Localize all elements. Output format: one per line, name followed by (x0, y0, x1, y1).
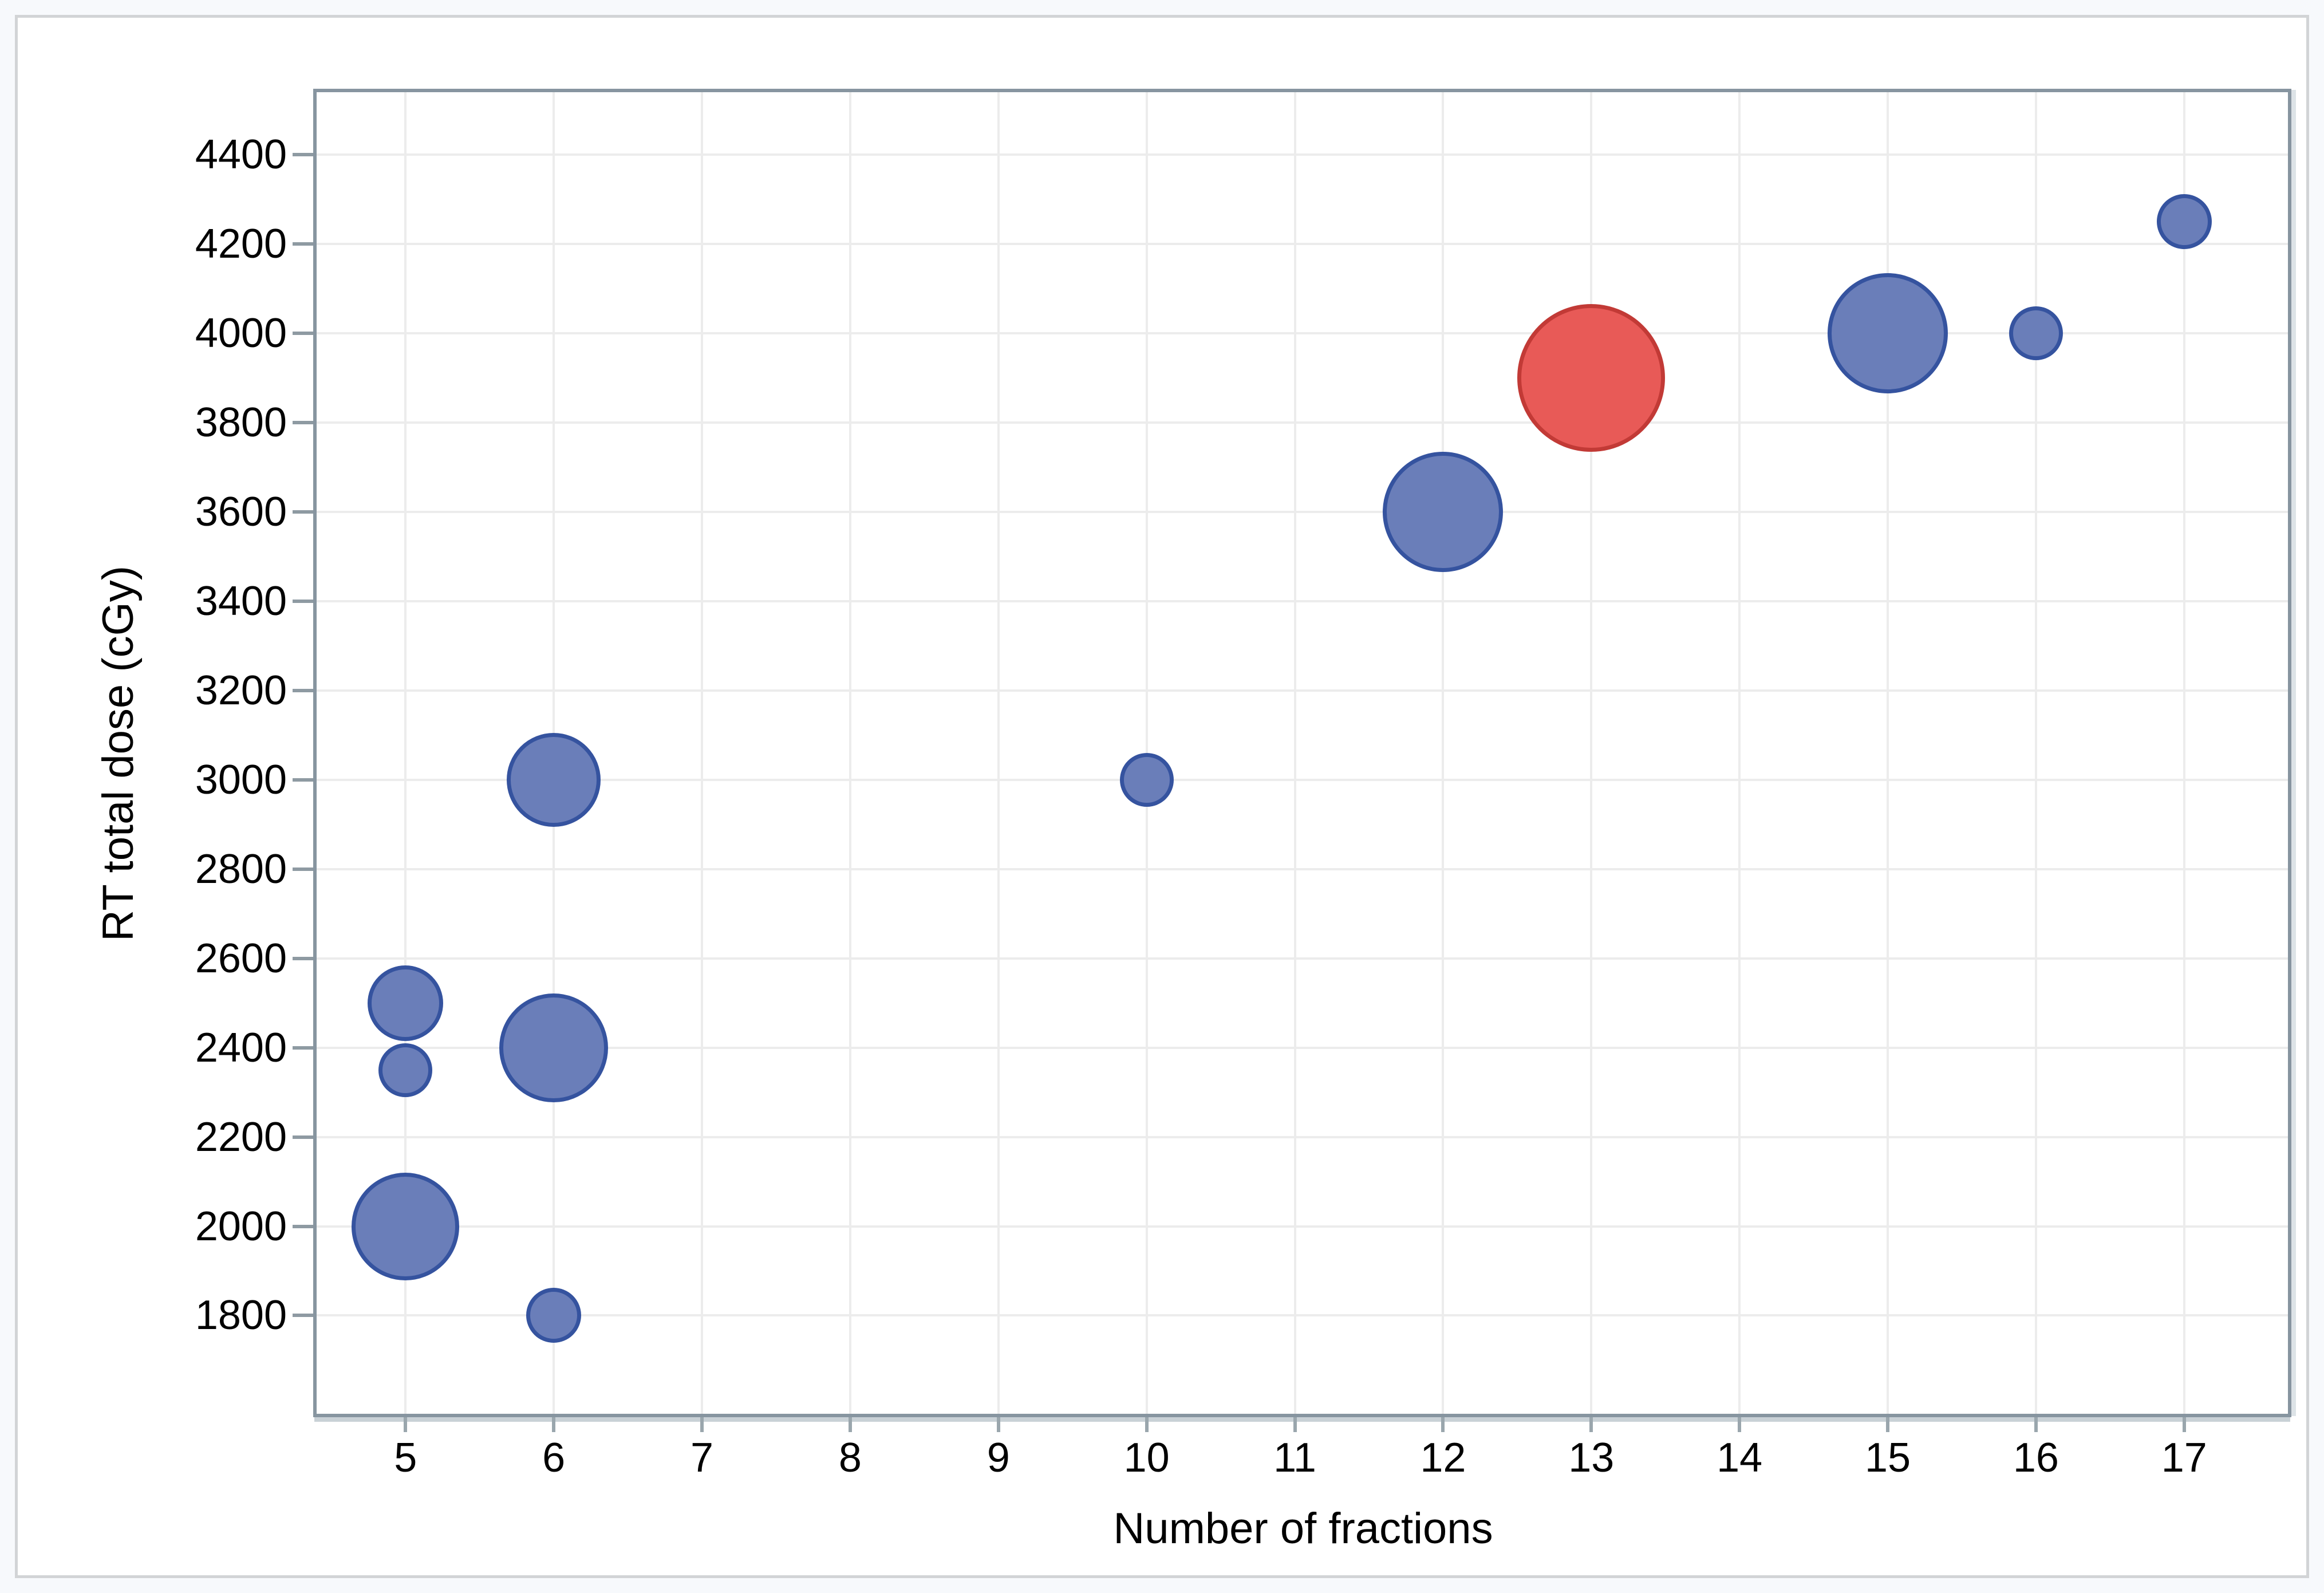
gridline-vertical (849, 92, 851, 1414)
x-axis-tick-label: 5 (394, 1435, 417, 1481)
y-axis-tick (293, 242, 313, 246)
bubble-point-x16-y4000 (2009, 306, 2063, 361)
bubble-point-x6-y3000 (507, 732, 601, 827)
x-axis-tick-label: 17 (2161, 1435, 2207, 1481)
y-axis-tick (293, 1224, 313, 1228)
x-axis-tick (1886, 1417, 1890, 1432)
gridline-vertical (1293, 92, 1296, 1414)
x-axis-title: Number of fractions (1113, 1504, 1493, 1553)
y-axis-tick-label: 1800 (195, 1292, 287, 1339)
x-axis-tick-label: 16 (2013, 1435, 2059, 1481)
x-axis-tick (2182, 1417, 2186, 1432)
gridline-horizontal (317, 332, 2288, 335)
gridline-vertical (1590, 92, 1593, 1414)
y-axis-tick-label: 2600 (195, 935, 287, 981)
bubble-point-x6-y2400 (499, 993, 609, 1102)
x-axis-tick (1145, 1417, 1149, 1432)
gridline-horizontal (317, 1225, 2288, 1228)
y-axis-tick-label: 3800 (195, 400, 287, 445)
gridline-vertical (1442, 92, 1445, 1414)
gridline-vertical (404, 92, 407, 1414)
x-axis-tick-label: 9 (987, 1435, 1010, 1481)
x-axis-tick-label: 10 (1123, 1435, 1170, 1481)
x-axis-tick (1293, 1417, 1297, 1432)
gridline-horizontal (317, 510, 2288, 513)
x-axis-tick-label: 8 (838, 1435, 862, 1481)
y-axis-tick-label: 3600 (195, 488, 287, 535)
y-axis-tick (293, 421, 313, 424)
x-axis-tick-label: 11 (1273, 1435, 1316, 1481)
bubble-point-x5-y2000 (352, 1172, 460, 1280)
x-axis-tick (848, 1417, 852, 1432)
y-axis-tick (293, 1314, 313, 1318)
x-axis-tick (404, 1417, 408, 1432)
y-axis-tick-label: 2000 (195, 1203, 287, 1249)
y-axis-tick (293, 867, 313, 871)
plot-area (313, 89, 2291, 1417)
bubble-point-x6-y1800 (526, 1288, 582, 1343)
x-axis-tick (552, 1417, 556, 1432)
x-axis-tick (1441, 1417, 1445, 1432)
x-axis-tick-label: 15 (1864, 1435, 1911, 1481)
bubble-point-x17-y4250 (2156, 194, 2212, 250)
x-axis-tick-label: 14 (1717, 1435, 1763, 1481)
x-axis-tick-label: 6 (542, 1435, 566, 1481)
y-axis-tick-label: 2800 (195, 846, 287, 892)
x-axis-tick (1738, 1417, 1742, 1432)
gridline-vertical (1887, 92, 1889, 1414)
bubble-point-x5-y2500 (368, 965, 444, 1041)
x-axis-tick-label: 12 (1420, 1435, 1466, 1481)
y-axis-tick-label: 4200 (195, 221, 287, 267)
chart-figure: Number of fractions RT total dose (cGy) … (15, 15, 2309, 1578)
y-axis-tick (293, 153, 313, 157)
y-axis-tick-label: 3400 (195, 578, 287, 624)
gridline-vertical (1738, 92, 1741, 1414)
y-axis-tick (293, 956, 313, 960)
gridline-horizontal (317, 1046, 2288, 1049)
gridline-vertical (997, 92, 1000, 1414)
gridline-horizontal (317, 957, 2288, 960)
y-axis-tick (293, 332, 313, 336)
bubble-point-x10-y3000 (1119, 752, 1174, 807)
y-axis-tick-label: 3000 (195, 756, 287, 803)
gridline-vertical (701, 92, 704, 1414)
y-axis-tick-label: 2200 (195, 1114, 287, 1160)
x-axis-tick-label: 13 (1568, 1435, 1615, 1481)
y-axis-tick (293, 1135, 313, 1139)
y-axis-tick (293, 778, 313, 782)
bubble-point-x15-y4000 (1828, 273, 1948, 394)
x-axis-tick (1589, 1417, 1593, 1432)
gridline-vertical (2034, 92, 2037, 1414)
gridline-horizontal (317, 1135, 2288, 1138)
y-axis-tick-label: 3200 (195, 667, 287, 713)
y-axis-tick-label: 4000 (195, 310, 287, 357)
x-axis-tick (996, 1417, 1000, 1432)
gridline-horizontal (317, 153, 2288, 156)
gridline-horizontal (317, 600, 2288, 602)
y-axis-tick (293, 510, 313, 514)
gridline-vertical (2183, 92, 2185, 1414)
bubble-point-x13-y3900 (1517, 304, 1666, 452)
gridline-horizontal (317, 778, 2288, 781)
y-axis-tick-label: 4400 (195, 132, 287, 178)
y-axis-tick (293, 1046, 313, 1050)
x-axis-tick-label: 7 (691, 1435, 714, 1481)
x-axis-tick (700, 1417, 704, 1432)
y-axis-tick (293, 688, 313, 692)
gridline-horizontal (317, 243, 2288, 246)
gridline-horizontal (317, 689, 2288, 692)
x-axis-tick (2034, 1417, 2038, 1432)
y-axis-tick (293, 599, 313, 603)
gridline-horizontal (317, 1314, 2288, 1317)
gridline-horizontal (317, 421, 2288, 424)
bubble-point-x5-y2350 (378, 1043, 433, 1097)
y-axis-tick-label: 2400 (195, 1024, 287, 1071)
bubble-point-x12-y3600 (1383, 451, 1504, 572)
gridline-horizontal (317, 868, 2288, 870)
